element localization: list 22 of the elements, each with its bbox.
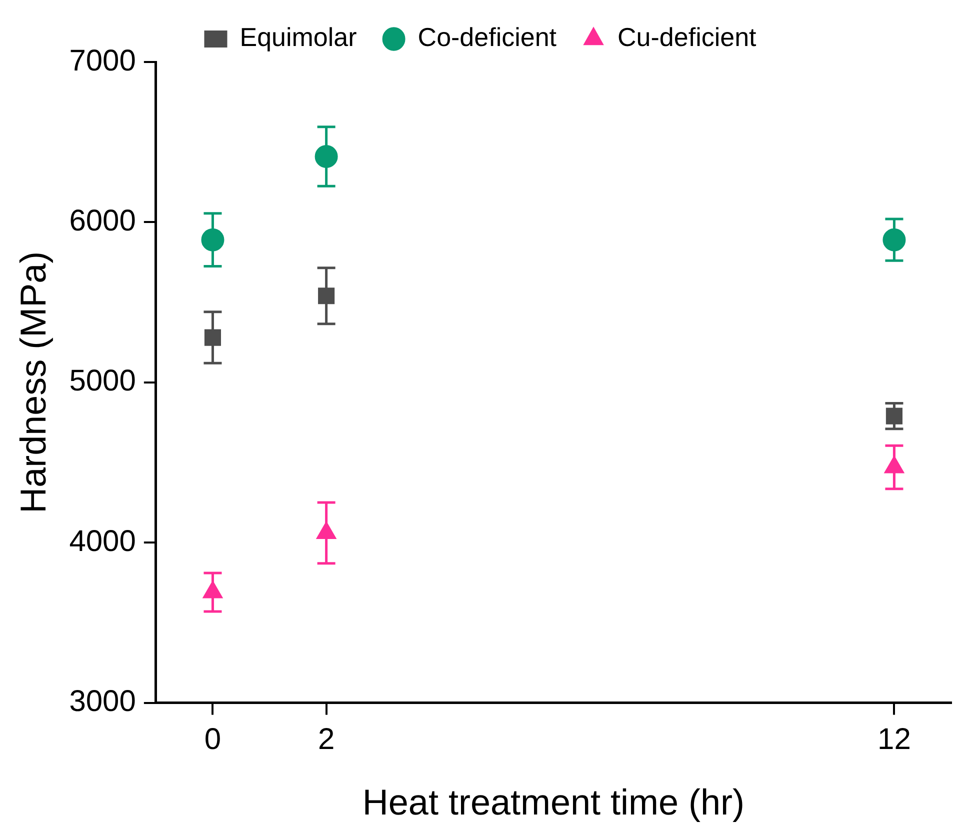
x-axis-title: Heat treatment time (hr) — [362, 781, 745, 822]
point — [316, 521, 336, 539]
point — [314, 145, 338, 168]
point — [884, 456, 904, 474]
point — [318, 288, 335, 304]
x-tick-label: 0 — [204, 723, 222, 756]
y-tick-label: 5000 — [69, 364, 136, 398]
y-tick-label: 6000 — [69, 204, 136, 238]
y-tick-label: 7000 — [69, 44, 136, 78]
x-tick-label: 2 — [318, 723, 335, 756]
x-tick-label: 12 — [878, 723, 911, 756]
point — [201, 228, 224, 252]
legend-label: Equimolar — [240, 22, 358, 52]
point — [204, 329, 222, 346]
legend-label: Cu-deficient — [618, 22, 758, 52]
y-axis-title: Hardness (MPa) — [12, 251, 54, 514]
point — [882, 228, 906, 252]
y-tick-label: 4000 — [69, 524, 136, 558]
point — [202, 580, 223, 598]
y-tick-label: 3000 — [69, 685, 136, 718]
point — [886, 408, 902, 424]
legend-label: Co-deficient — [418, 22, 558, 52]
